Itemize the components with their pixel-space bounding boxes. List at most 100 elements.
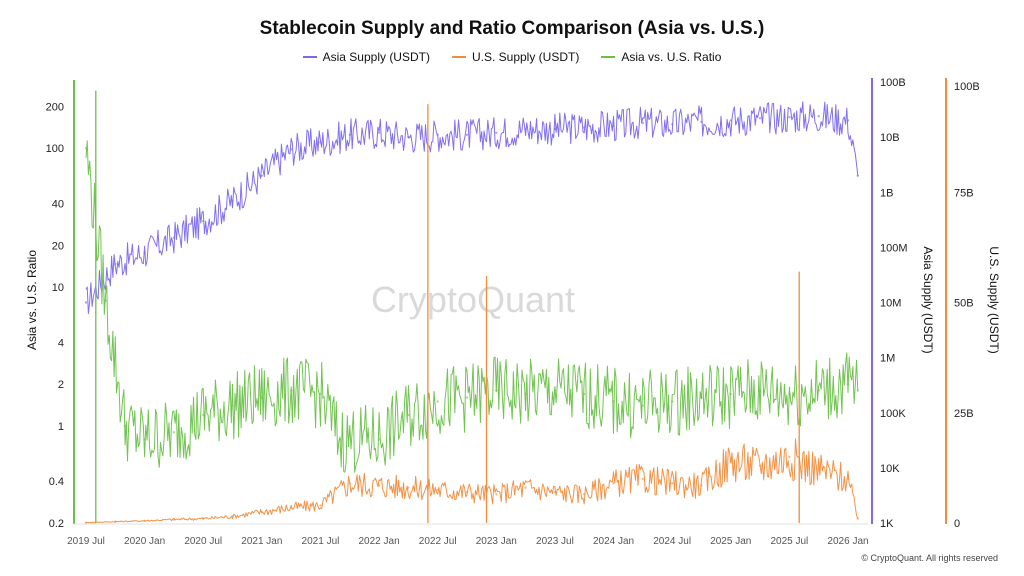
data-point (612, 482, 615, 485)
data-point (319, 392, 322, 396)
legend-item-asia-supply[interactable]: Asia Supply (USDT) (302, 50, 430, 64)
data-point (856, 389, 859, 392)
x-tick-label: 2021 Jul (302, 536, 340, 547)
x-tick-label: 2021 Jan (241, 536, 282, 547)
data-point (143, 519, 146, 522)
data-point (856, 517, 859, 520)
data-point (407, 413, 410, 417)
left-axis-title: Asia vs. U.S. Ratio (25, 250, 39, 350)
right1-tick-label: 1K (880, 518, 894, 530)
right2-tick-label: 0 (954, 518, 960, 530)
legend-swatch-ratio (601, 56, 616, 58)
data-point (671, 400, 674, 403)
data-point (553, 127, 557, 131)
x-tick-label: 2022 Jul (419, 536, 457, 547)
data-point (407, 135, 410, 139)
data-point (641, 404, 644, 407)
data-point (348, 482, 351, 485)
data-point (612, 124, 615, 128)
data-point (143, 438, 146, 441)
legend-swatch-us-supply (451, 56, 466, 58)
x-tick-label: 2024 Jan (593, 536, 634, 547)
right1-tick-label: 10K (880, 463, 900, 475)
data-point (758, 389, 762, 392)
right1-tick-label: 1B (880, 187, 893, 199)
right1-axis-title: Asia Supply (USDT) (921, 246, 935, 353)
right1-tick-label: 100B (880, 77, 906, 89)
data-point (319, 141, 322, 144)
data-point (553, 490, 557, 494)
data-point (172, 431, 176, 434)
x-tick-label: 2019 Jul (67, 536, 105, 547)
data-point (817, 389, 820, 392)
data-point (700, 484, 703, 487)
x-tick-label: 2020 Jul (184, 536, 222, 547)
data-point (436, 133, 439, 136)
legend-item-us-supply[interactable]: U.S. Supply (USDT) (451, 50, 580, 64)
data-point (817, 115, 820, 118)
legend-swatch-asia-supply (302, 56, 317, 58)
right1-tick-label: 10B (880, 132, 900, 144)
data-point (104, 299, 107, 302)
right2-tick-label: 100B (954, 81, 980, 93)
right1-tick-label: 1M (880, 353, 895, 365)
series-line-u-s-supply-usdt (85, 438, 859, 524)
data-point (846, 383, 850, 386)
x-tick-label: 2022 Jan (358, 536, 399, 547)
data-point (172, 518, 176, 521)
data-point (553, 389, 557, 392)
data-point (495, 131, 498, 134)
data-point (231, 515, 234, 518)
data-point (338, 438, 342, 441)
series-line-asia-supply-usdt (85, 101, 859, 314)
data-point (290, 506, 293, 509)
legend-label-us-supply: U.S. Supply (USDT) (471, 50, 580, 64)
data-point (671, 482, 674, 485)
series-line-asia-vs-u-s-ratio (85, 140, 859, 473)
data-point (817, 468, 820, 472)
data-point (495, 389, 498, 392)
data-point (495, 493, 498, 496)
data-point (84, 147, 88, 150)
x-tick-label: 2024 Jul (653, 536, 691, 547)
left-tick-label: 10 (52, 282, 64, 294)
legend-item-ratio[interactable]: Asia vs. U.S. Ratio (601, 50, 721, 64)
x-tick-label: 2025 Jul (770, 536, 808, 547)
left-tick-label: 0.4 (49, 476, 64, 488)
data-point (465, 490, 469, 494)
legend-label-asia-supply: Asia Supply (USDT) (322, 50, 430, 64)
data-point (524, 127, 527, 131)
data-point (641, 477, 644, 481)
left-tick-label: 20 (52, 240, 64, 252)
data-point (612, 400, 615, 403)
data-point (114, 520, 117, 523)
left-tick-label: 1 (58, 421, 64, 433)
data-point (846, 477, 850, 481)
data-point (260, 396, 263, 399)
data-point (114, 262, 117, 266)
data-point (123, 424, 127, 428)
data-point (524, 392, 527, 396)
data-point (407, 486, 410, 489)
legend: Asia Supply (USDT) U.S. Supply (USDT) As… (0, 50, 1024, 64)
data-point (729, 392, 732, 396)
data-point (758, 464, 762, 467)
data-point (700, 396, 703, 399)
watermark-text: CryptoQuant (371, 279, 575, 320)
data-point (290, 148, 293, 151)
x-tick-label: 2025 Jan (710, 536, 751, 547)
left-tick-label: 100 (46, 143, 64, 155)
legend-label-ratio: Asia vs. U.S. Ratio (621, 50, 722, 64)
right1-tick-label: 100M (880, 242, 908, 254)
left-tick-label: 200 (46, 101, 64, 113)
data-point (202, 413, 205, 417)
data-point (377, 484, 381, 487)
data-point (524, 486, 527, 489)
data-point (788, 392, 791, 396)
x-tick-label: 2023 Jul (536, 536, 574, 547)
data-point (202, 517, 205, 520)
data-point (671, 123, 674, 126)
data-point (231, 199, 234, 202)
right2-tick-label: 75B (954, 187, 974, 199)
